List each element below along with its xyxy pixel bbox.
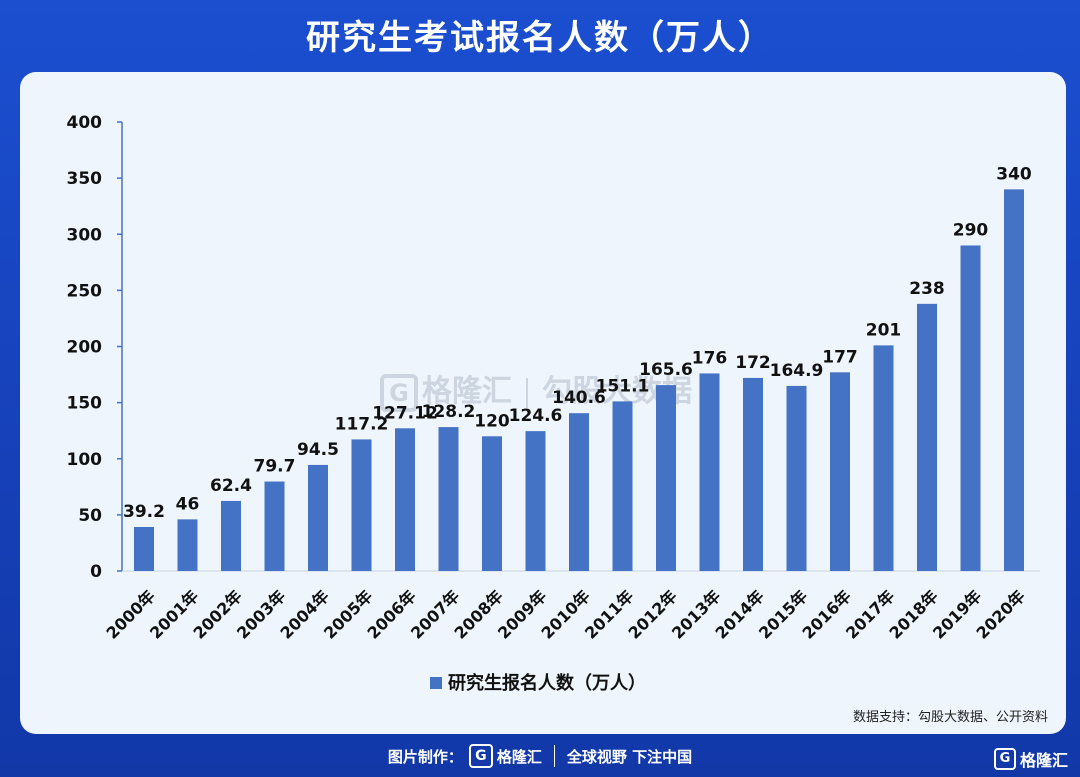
bar [308, 464, 328, 571]
bar [351, 439, 372, 571]
bar [264, 481, 285, 571]
data-label: 140.6 [552, 388, 606, 408]
watermark-brand: 格隆汇 [422, 374, 512, 409]
legend-label: 研究生报名人数（万人） [448, 672, 646, 694]
bar [743, 377, 763, 571]
corner-logo-icon: G [993, 748, 1016, 770]
data-label: 177 [822, 347, 858, 367]
data-label: 151.1 [596, 376, 650, 396]
data-label: 201 [866, 320, 902, 340]
data-label: 46 [176, 494, 200, 514]
y-tick-label: 400 [67, 113, 103, 133]
bar [134, 526, 154, 571]
bar [917, 303, 937, 571]
bar [221, 500, 241, 571]
data-label: 165.6 [639, 360, 693, 380]
chart-title: 研究生考试报名人数（万人） [306, 18, 774, 58]
bar-chart: 05010015020025030035040039.22000年462001年… [67, 113, 1040, 694]
data-label: 79.7 [254, 457, 296, 477]
bar [177, 519, 198, 571]
y-tick-label: 350 [67, 169, 103, 189]
bar [482, 436, 502, 571]
data-label: 117.2 [335, 414, 389, 434]
footer-divider [553, 745, 555, 767]
y-tick-label: 150 [67, 394, 103, 414]
data-label: 164.9 [770, 361, 824, 381]
footer-brand: 格隆汇 [496, 747, 542, 766]
y-tick-label: 250 [67, 281, 103, 301]
data-label: 128.2 [422, 402, 476, 422]
data-label: 238 [909, 279, 945, 299]
data-source: 数据支持：勾股大数据、公开资料 [852, 710, 1048, 725]
data-label: 94.5 [297, 440, 339, 460]
bar [525, 431, 546, 571]
bar [786, 385, 807, 571]
data-label: 172 [735, 353, 771, 373]
corner-logo: G 格隆汇 [993, 747, 1068, 771]
data-label: 176 [692, 348, 728, 368]
bar [395, 428, 415, 571]
data-label: 127.12 [372, 403, 438, 423]
y-tick-label: 200 [67, 338, 103, 358]
bar [612, 401, 633, 571]
data-label: 120 [474, 411, 510, 431]
bar [830, 372, 850, 571]
data-label: 39.2 [123, 502, 165, 522]
bar [699, 373, 720, 571]
footer-slogan: 全球视野 下注中国 [566, 747, 693, 766]
bar [438, 427, 459, 571]
y-tick-label: 0 [90, 562, 102, 582]
bar [1004, 189, 1024, 571]
footer-logo-icon: G [468, 744, 493, 768]
bar [656, 385, 676, 571]
footer: 图片制作： G 格隆汇 全球视野 下注中国 [0, 742, 1080, 770]
y-tick-label: 300 [67, 225, 103, 245]
watermark-logo-icon: G [380, 374, 418, 412]
watermark-divider [526, 377, 528, 408]
footer-made-by: 图片制作： [387, 747, 463, 766]
y-tick-label: 50 [78, 506, 102, 526]
data-label: 62.4 [210, 476, 252, 496]
bar [873, 345, 894, 571]
data-label: 340 [996, 164, 1032, 184]
bar [569, 413, 589, 571]
legend-swatch [430, 677, 442, 689]
y-tick-label: 100 [67, 450, 103, 470]
x-tick-label: 2020年 [973, 586, 1029, 642]
data-label: 124.6 [509, 406, 563, 426]
bar [960, 245, 981, 571]
data-label: 290 [953, 220, 989, 240]
corner-logo-text: 格隆汇 [1019, 751, 1068, 770]
